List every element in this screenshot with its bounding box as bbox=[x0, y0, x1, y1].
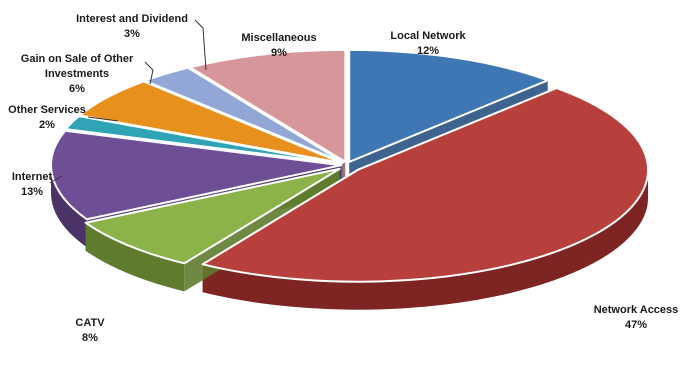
label-gain-on-sale-of-other-investments: Gain on Sale of Other Investments 6% bbox=[21, 53, 134, 95]
label-internet: Internet 13% bbox=[12, 171, 53, 198]
slice-other-services bbox=[64, 115, 343, 165]
label-value-network-access: 47% bbox=[625, 319, 647, 331]
label-value-other-services: 2% bbox=[39, 119, 55, 131]
leader-other-services bbox=[87, 116, 119, 122]
leader-gain-on-sale-of-other-investments bbox=[144, 61, 154, 85]
pie-top-layer bbox=[50, 48, 650, 283]
label-name-interest-and-dividend: Interest and Dividend bbox=[76, 13, 188, 25]
slice-interest-and-dividend bbox=[143, 66, 345, 164]
slice-labels: Local Network 12% Network Access 47% CATV 8% I… bbox=[8, 13, 678, 344]
slice-wall-internet bbox=[51, 165, 87, 248]
slice-catv bbox=[84, 167, 341, 265]
label-value-catv: 8% bbox=[82, 332, 98, 344]
label-value-gain-on-sale-of-other-investments: 6% bbox=[69, 83, 85, 95]
label-interest-and-dividend: Interest and Dividend 3% bbox=[76, 13, 188, 40]
label-name-other-services: Other Services bbox=[8, 104, 86, 116]
leader-interest-and-dividend bbox=[194, 19, 207, 71]
slice-gain-on-sale-of-other-investments bbox=[78, 80, 344, 165]
label-name-network-access: Network Access bbox=[594, 304, 679, 316]
slice-miscellaneous bbox=[188, 48, 347, 163]
label-name-local-network: Local Network bbox=[390, 30, 466, 42]
slice-local-network bbox=[348, 48, 549, 163]
label-catv: CATV 8% bbox=[75, 317, 105, 344]
label-value-interest-and-dividend: 3% bbox=[124, 28, 140, 40]
label-value-miscellaneous: 9% bbox=[271, 47, 287, 59]
label-name-gain-on-sale-of-other-investments: Investments bbox=[45, 68, 109, 80]
label-value-local-network: 12% bbox=[417, 45, 439, 57]
label-name-gain-on-sale-of-other-investments: Gain on Sale of Other bbox=[21, 53, 134, 65]
slice-internet bbox=[50, 129, 343, 221]
label-local-network: Local Network 12% bbox=[390, 30, 466, 57]
slice-network-access bbox=[201, 87, 650, 283]
label-network-access: Network Access 47% bbox=[594, 304, 679, 331]
slice-wall-network-access bbox=[202, 169, 649, 310]
label-other-services: Other Services 2% bbox=[8, 104, 86, 131]
label-miscellaneous: Miscellaneous 9% bbox=[241, 32, 316, 59]
label-value-internet: 13% bbox=[21, 186, 43, 198]
label-name-catv: CATV bbox=[75, 317, 105, 329]
label-name-miscellaneous: Miscellaneous bbox=[241, 32, 316, 44]
label-name-internet: Internet bbox=[12, 171, 53, 183]
leader-internet bbox=[49, 175, 63, 184]
leader-lines bbox=[49, 19, 207, 184]
